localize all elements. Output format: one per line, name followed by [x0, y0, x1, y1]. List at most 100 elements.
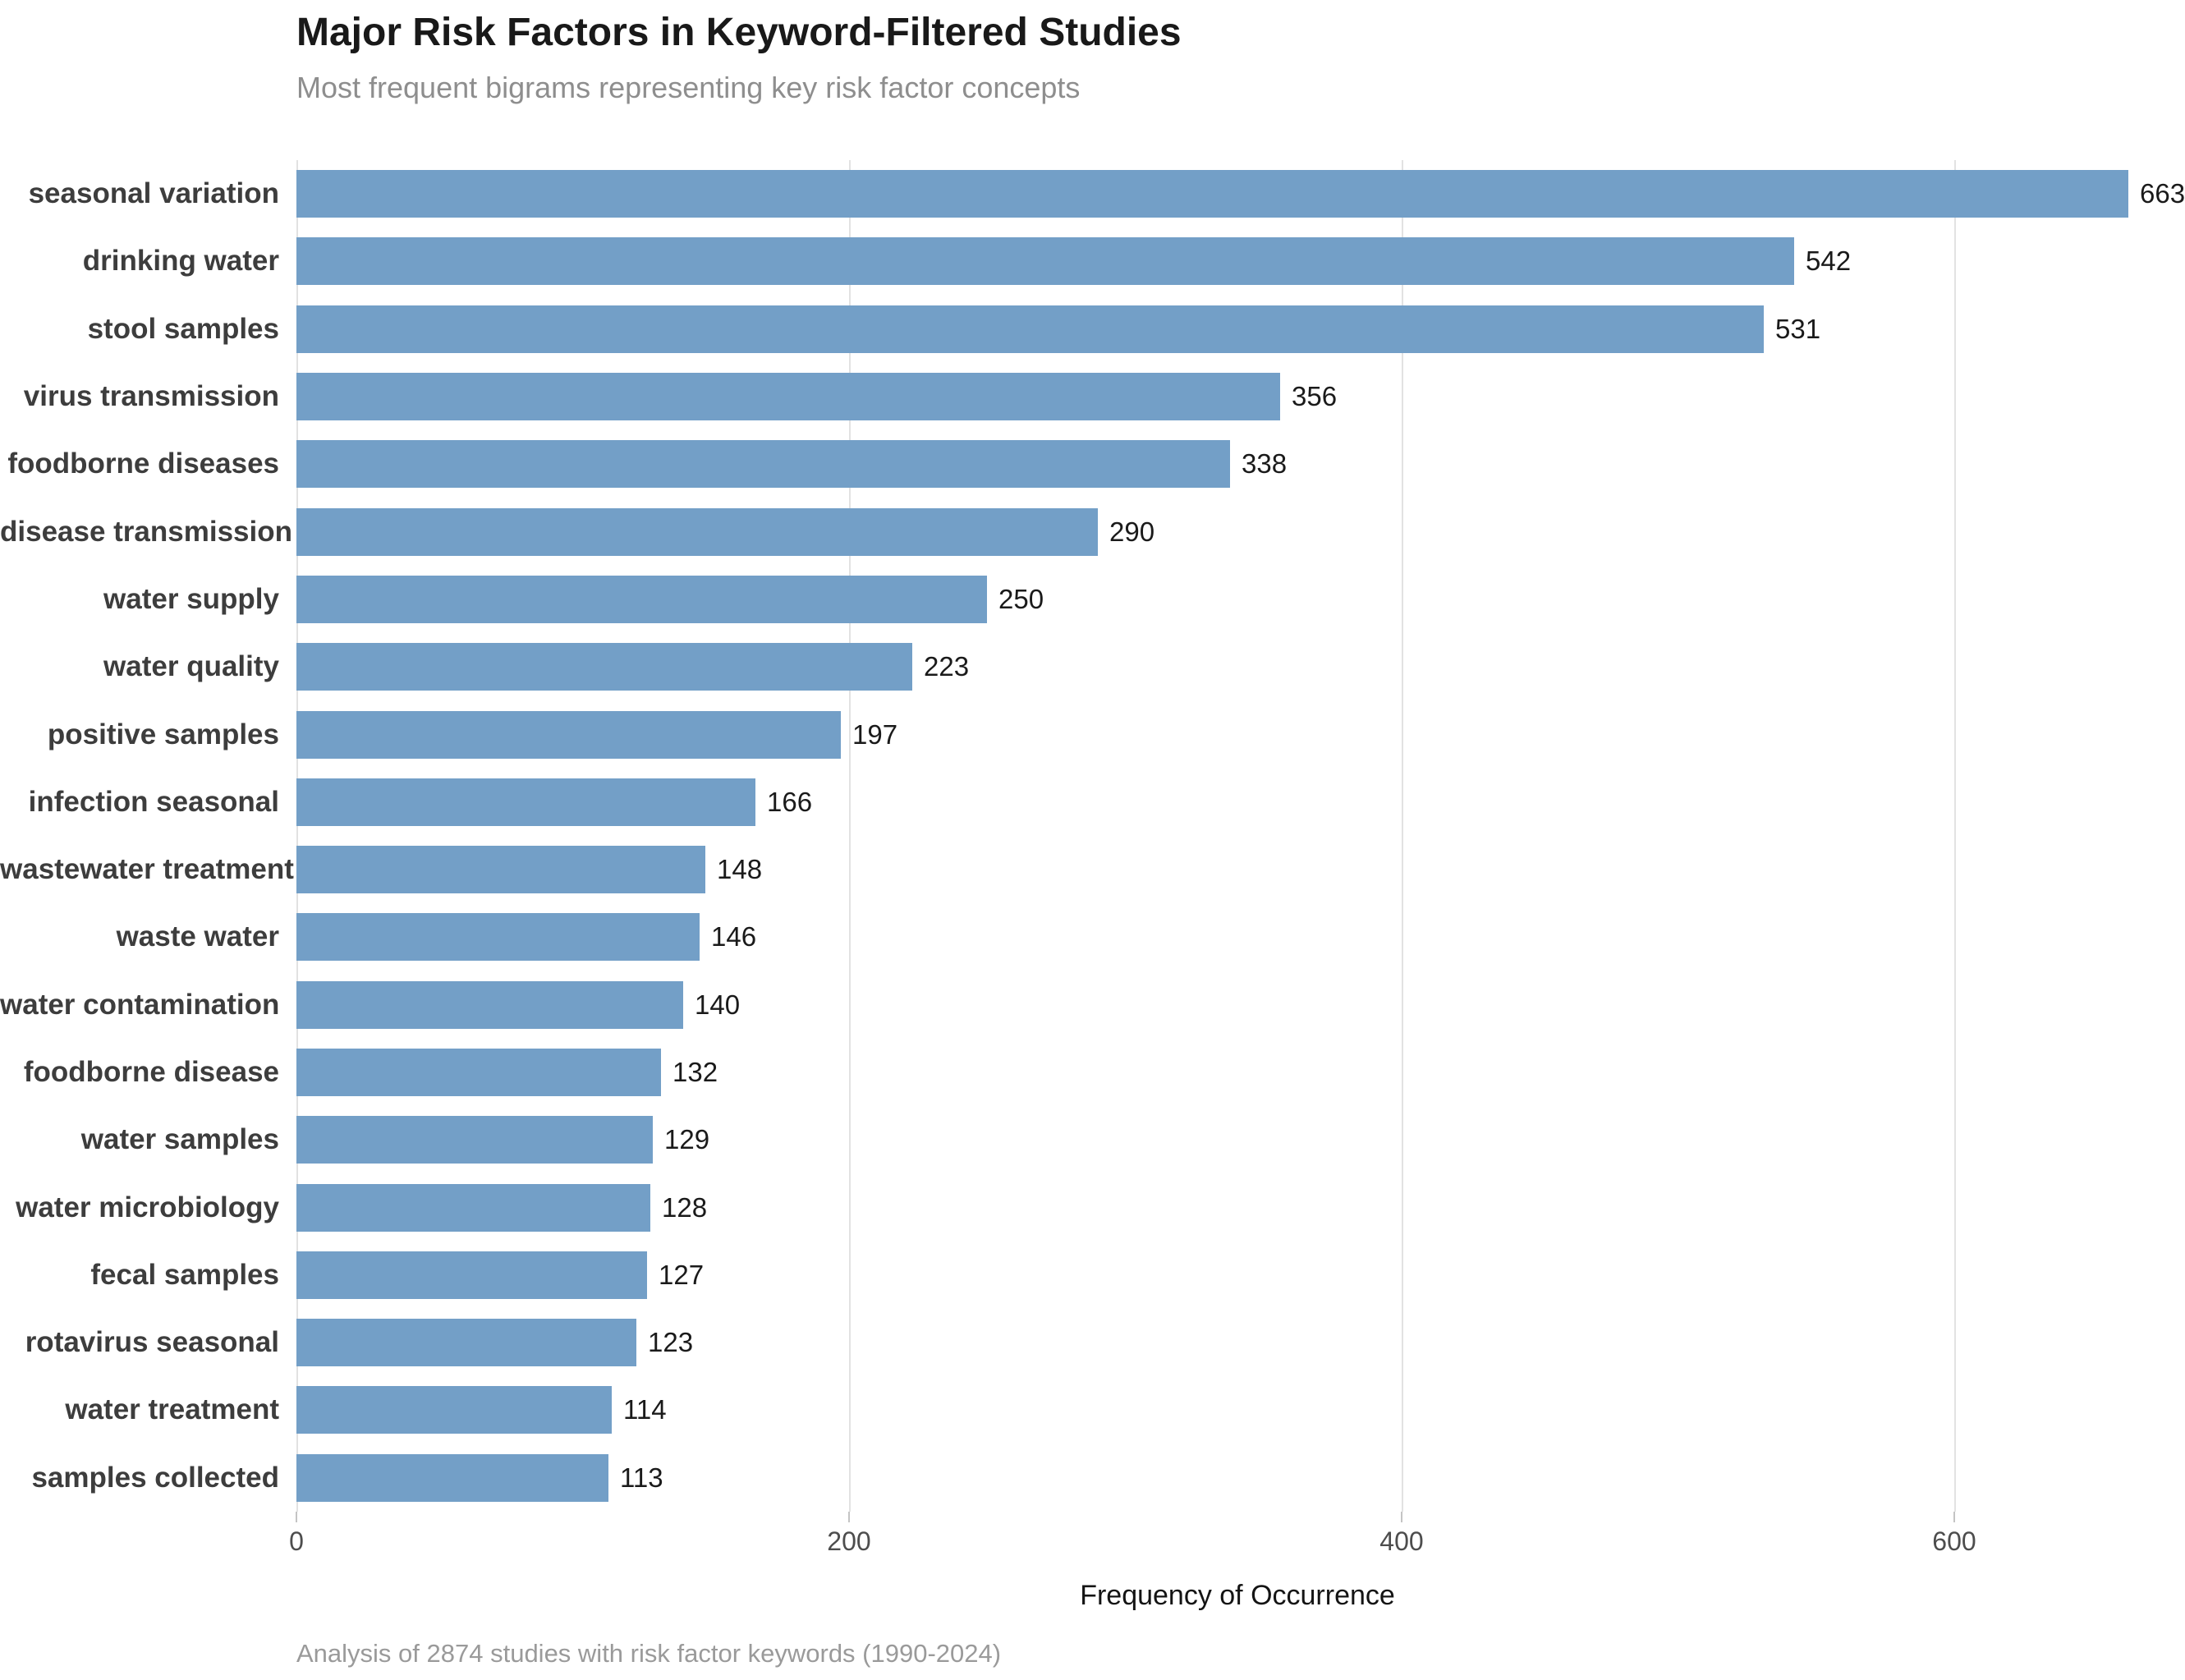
category-label: disease transmission: [0, 515, 292, 548]
bar-track: 542: [296, 237, 2185, 286]
value-label: 148: [717, 854, 763, 885]
value-label: 140: [695, 989, 741, 1020]
category-label: infection seasonal: [28, 785, 279, 818]
bar-track: 114: [296, 1386, 2185, 1434]
category-label: seasonal variation: [28, 177, 279, 210]
bar-track: 166: [296, 778, 2185, 826]
bar: [296, 1116, 653, 1164]
bar-track: 140: [296, 980, 2185, 1029]
category-label: stool samples: [87, 312, 279, 345]
bar-row: foodborne diseases 338: [0, 430, 2185, 498]
gridline-x-400: [1402, 160, 1403, 1512]
category-label: waste water: [116, 920, 279, 953]
category-label: water microbiology: [16, 1191, 279, 1223]
bar: [296, 710, 841, 759]
x-tick: [1953, 1512, 1955, 1522]
bar-track: 132: [296, 1049, 2185, 1096]
category-label: wastewater treatment: [0, 853, 294, 886]
bar-row: fecal samples 127: [0, 1242, 2185, 1309]
bar-track: 127: [296, 1251, 2185, 1299]
value-label: 290: [1109, 516, 1155, 547]
value-label: 531: [1775, 313, 1821, 344]
bar-row: water microbiology 128: [0, 1173, 2185, 1241]
chart-title: Major Risk Factors in Keyword-Filtered S…: [296, 11, 1182, 54]
value-label: 197: [852, 718, 898, 750]
bar: [296, 846, 705, 894]
bar: [296, 1183, 650, 1232]
bar: [296, 440, 1230, 489]
category-label: positive samples: [47, 718, 279, 750]
category-label: water treatment: [65, 1393, 279, 1426]
bar-row: water treatment 114: [0, 1376, 2185, 1444]
x-tick-label: 0: [289, 1526, 304, 1556]
bar-track: 146: [296, 913, 2185, 962]
value-label: 123: [648, 1327, 694, 1358]
bars-container: seasonal variation 663 drinking water 542 st…: [0, 160, 2185, 1512]
category-label: water samples: [80, 1123, 279, 1156]
value-label: 338: [1242, 448, 1288, 480]
bar-track: 338: [296, 440, 2185, 489]
value-label: 129: [664, 1124, 710, 1155]
value-label: 127: [659, 1259, 705, 1290]
category-label: virus transmission: [23, 380, 279, 413]
bar-track: 129: [296, 1116, 2185, 1164]
bar-row: wastewater treatment 148: [0, 836, 2185, 903]
chart-subtitle: Most frequent bigrams representing key r…: [296, 71, 1081, 104]
category-label: fecal samples: [90, 1258, 279, 1291]
category-label: water contamination: [0, 988, 280, 1021]
x-tick: [848, 1512, 850, 1522]
bar-row: disease transmission 290: [0, 498, 2185, 565]
plot-area: [296, 160, 2178, 1512]
bar-row: seasonal variation 663: [0, 160, 2185, 227]
bar-row: water contamination 140: [0, 971, 2185, 1039]
bar-track: 223: [296, 643, 2185, 691]
bar: [296, 980, 683, 1029]
bar: [296, 507, 1098, 556]
bar: [296, 170, 2128, 218]
category-label: foodborne diseases: [7, 448, 279, 480]
value-label: 663: [2140, 178, 2185, 209]
x-tick: [1401, 1512, 1402, 1522]
value-label: 114: [623, 1394, 667, 1425]
bar-track: 290: [296, 507, 2185, 556]
bar-row: infection seasonal 166: [0, 769, 2185, 836]
gridline-x-600: [1954, 160, 1956, 1512]
category-label: samples collected: [31, 1461, 279, 1494]
x-tick-label: 200: [827, 1526, 871, 1556]
chart-caption: Analysis of 2874 studies with risk facto…: [296, 1639, 1002, 1668]
bar-row: water supply 250: [0, 566, 2185, 633]
value-label: 166: [767, 786, 813, 817]
bar: [296, 1386, 612, 1434]
x-tick-label: 400: [1379, 1526, 1424, 1556]
bar-row: water samples 129: [0, 1106, 2185, 1173]
x-tick-label: 600: [1932, 1526, 1976, 1556]
category-label: water supply: [103, 582, 279, 615]
bar: [296, 575, 987, 623]
bar-track: 148: [296, 846, 2185, 894]
value-label: 250: [998, 583, 1044, 614]
bar-row: stool samples 531: [0, 296, 2185, 363]
value-label: 223: [924, 651, 970, 682]
value-label: 113: [620, 1462, 663, 1493]
bar: [296, 1319, 636, 1367]
bar: [296, 643, 912, 691]
bar: [296, 778, 755, 826]
bar-row: water quality 223: [0, 633, 2185, 700]
value-label: 356: [1292, 381, 1338, 412]
x-axis: 0 200 400 600: [289, 1512, 2178, 1577]
bar-row: samples collected 113: [0, 1444, 2185, 1512]
value-label: 542: [1806, 246, 1852, 277]
bar-track: 531: [296, 305, 2185, 353]
bar-track: 197: [296, 710, 2185, 759]
bar: [296, 1453, 608, 1502]
category-label: foodborne disease: [23, 1056, 279, 1088]
value-label: 146: [711, 921, 757, 952]
category-label: drinking water: [82, 245, 279, 278]
bar-track: 113: [296, 1453, 2185, 1502]
bar: [296, 305, 1764, 353]
gridline-x-0: [296, 160, 298, 1512]
category-label: water quality: [103, 650, 279, 683]
value-label: 132: [672, 1057, 718, 1087]
bar-track: 123: [296, 1319, 2185, 1367]
